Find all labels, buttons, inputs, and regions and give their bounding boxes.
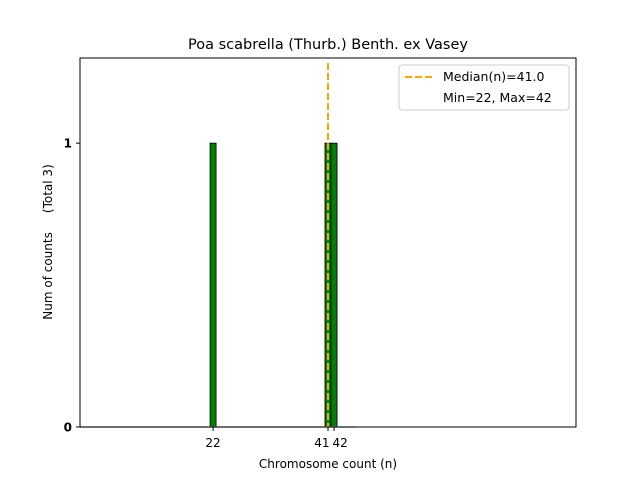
bar — [209, 142, 217, 428]
y-tick-label: 1 — [64, 137, 72, 151]
y-axis-label: Num of counts (Total 3) — [41, 164, 55, 319]
x-axis-label: Chromosome count (n) — [259, 457, 397, 471]
x-tick-label: 42 — [333, 436, 348, 450]
legend: Median(n)=41.0 Min=22, Max=42 — [398, 64, 570, 111]
legend-median-label: Median(n)=41.0 — [443, 69, 544, 84]
y-tick-label: 0 — [64, 421, 72, 435]
x-tick-label: 41 — [314, 436, 329, 450]
legend-box — [398, 64, 570, 111]
bar — [330, 142, 338, 428]
x-tick-label: 22 — [205, 436, 220, 450]
chart-title: Poa scabrella (Thurb.) Benth. ex Vasey — [188, 37, 468, 53]
legend-minmax-label: Min=22, Max=42 — [443, 90, 552, 105]
